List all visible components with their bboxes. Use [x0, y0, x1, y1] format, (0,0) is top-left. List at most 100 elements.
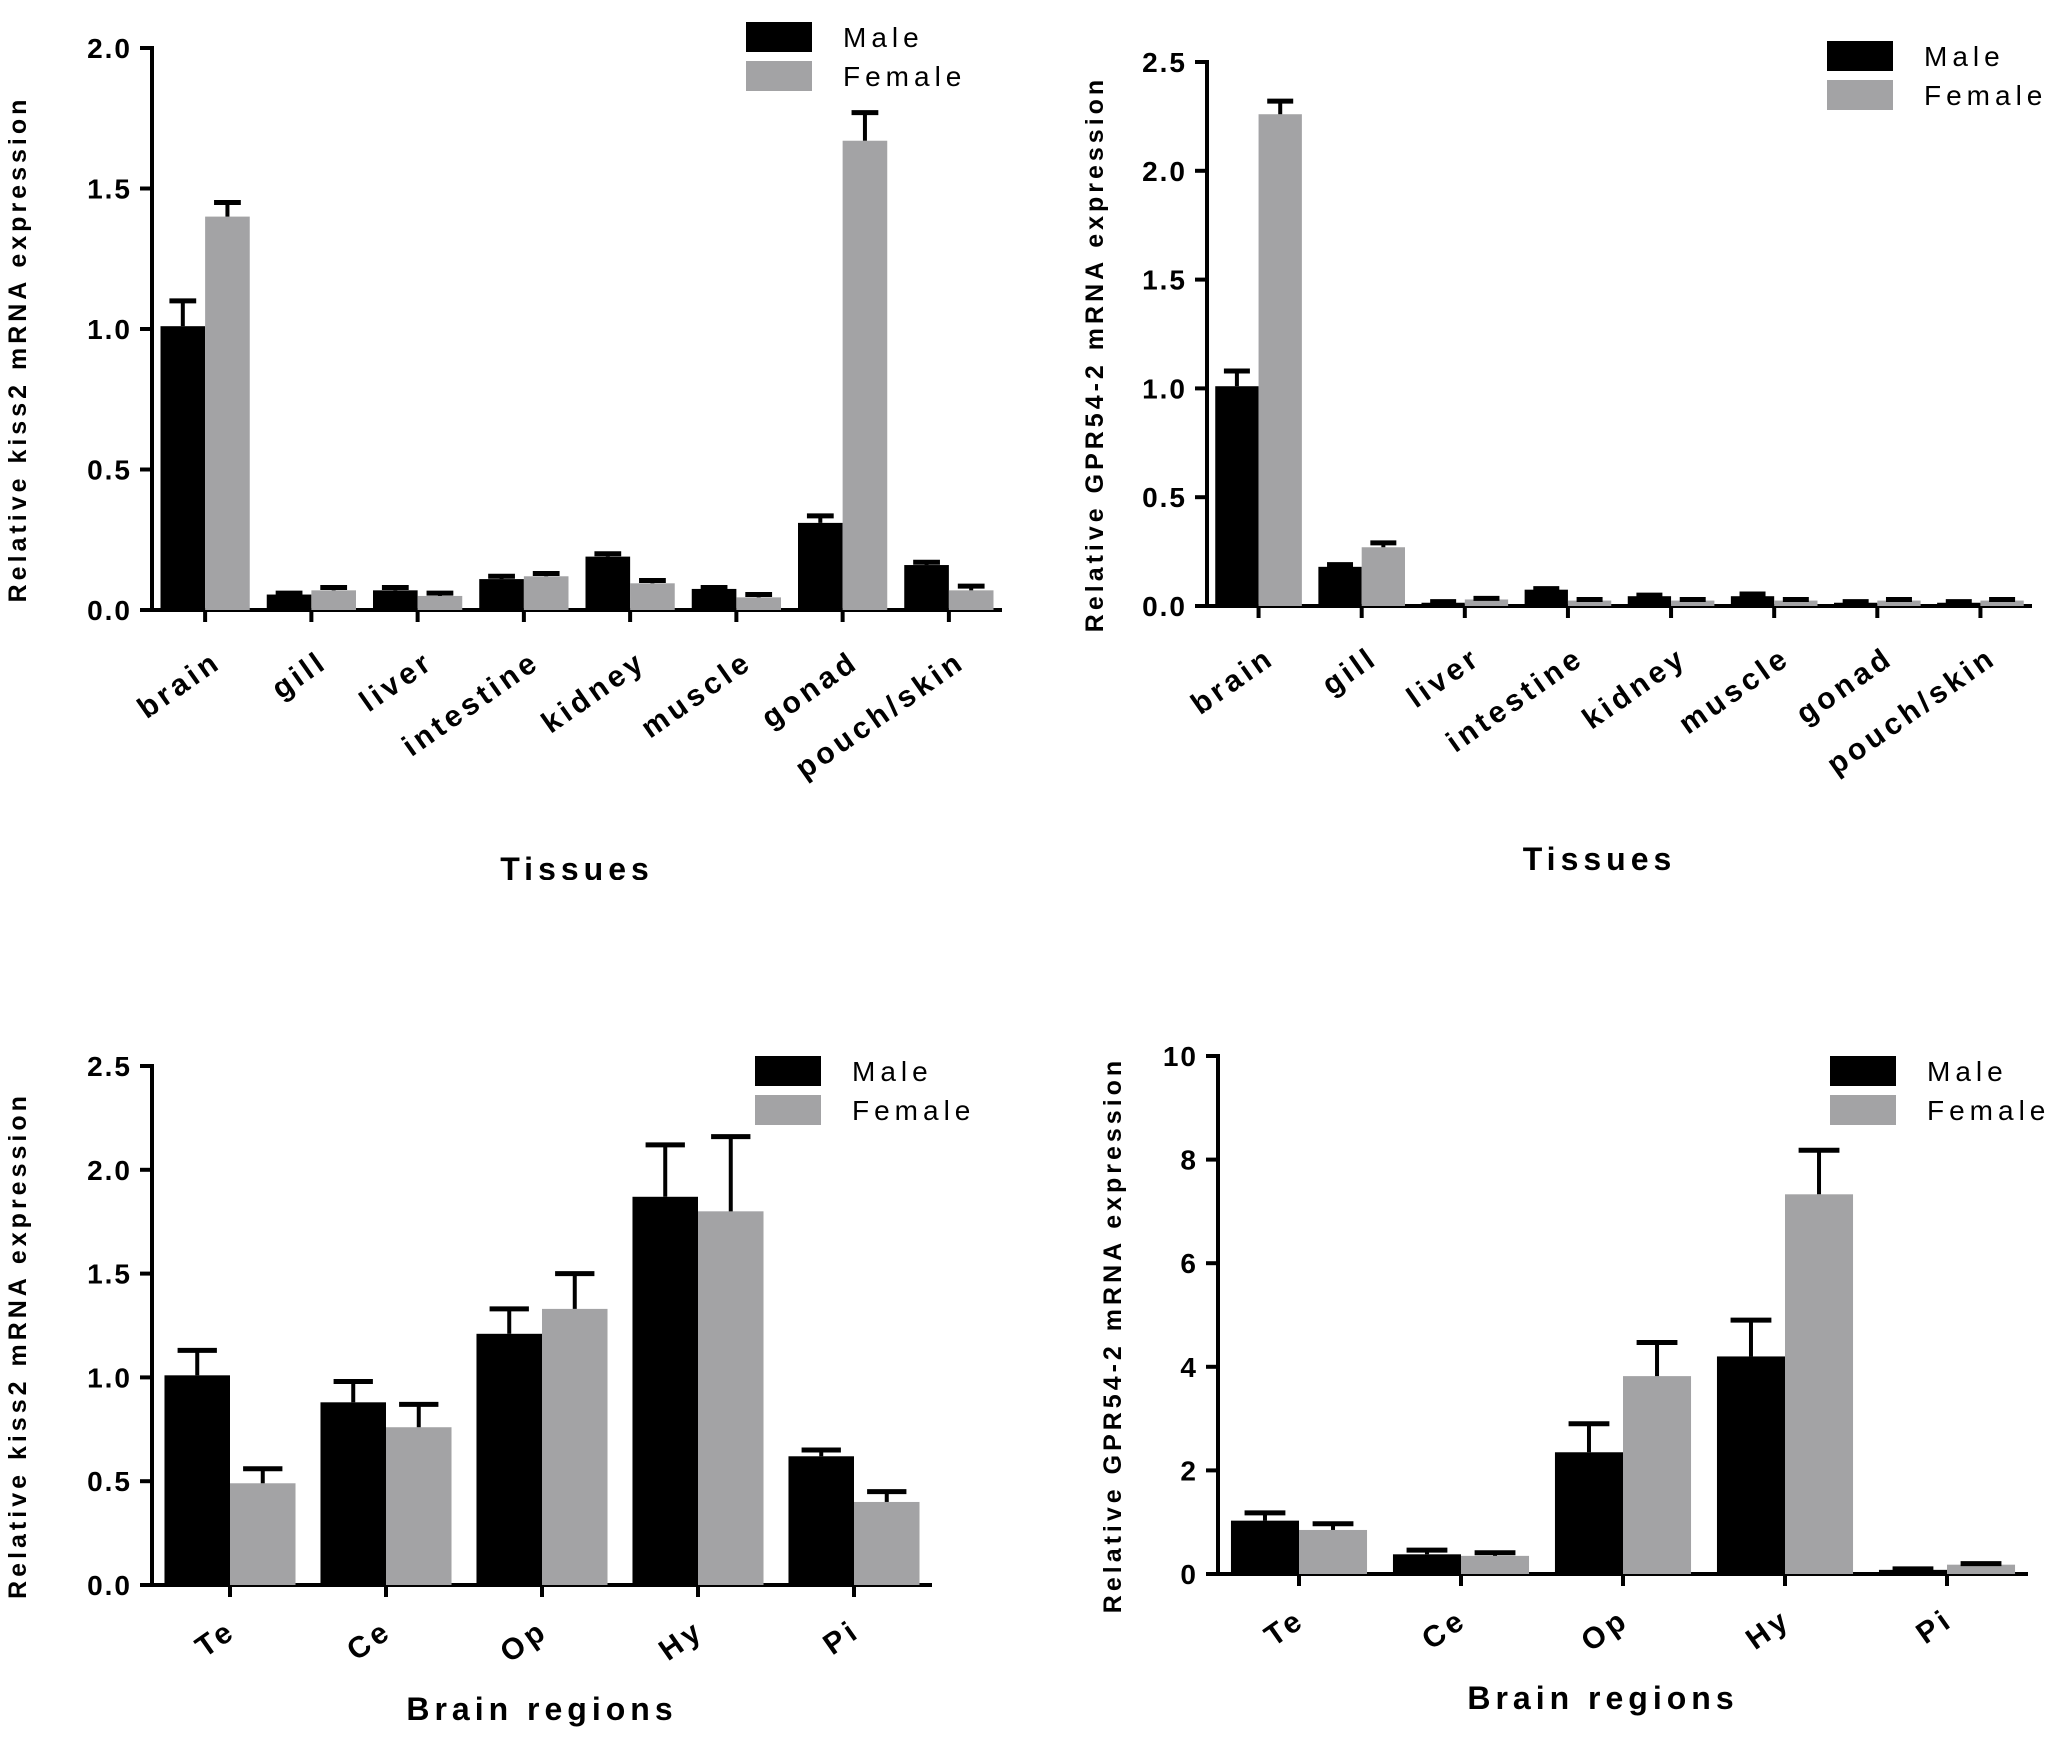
category-label: Pi — [1910, 1603, 1959, 1651]
category-label: liver — [354, 645, 440, 719]
bar-male-hy — [1716, 1356, 1785, 1574]
y-axis-title: Relative kiss2 mRNA expression — [4, 1092, 32, 1599]
bar-female-muscle — [1774, 600, 1818, 606]
bar-female-liver — [417, 595, 463, 610]
legend-label-male: Male — [843, 22, 924, 53]
bar-female-pi — [854, 1501, 920, 1585]
x-axis-title: Tissues — [1523, 841, 1677, 877]
y-tick-label: 2.5 — [87, 1051, 132, 1082]
bar-male-muscle — [1730, 596, 1775, 606]
bar-female-brain — [205, 216, 250, 610]
bar-male-gill — [266, 594, 312, 610]
bar-male-te — [164, 1375, 230, 1585]
bar-female-op — [542, 1308, 608, 1585]
y-tick-label: 1.5 — [1142, 265, 1187, 296]
chart-panel-kiss2-brain-regions: 0.0 0.5 1.0 1.5 2.0 2.5 Te Ce Op Hy Pi Brain region… — [4, 1051, 975, 1727]
bar-male-pi — [788, 1456, 854, 1585]
legend-label-female: Female — [1924, 80, 2045, 111]
y-tick-label: 8 — [1180, 1145, 1198, 1176]
category-label: Hy — [653, 1614, 710, 1668]
bar-male-op — [476, 1333, 542, 1585]
category-label: Op — [494, 1614, 554, 1670]
legend-swatch-male — [746, 22, 812, 52]
bar-female-gonad — [842, 140, 888, 611]
category-label: Pi — [817, 1614, 866, 1662]
category-label: Op — [1575, 1603, 1635, 1659]
bar-male-gonad — [798, 522, 843, 610]
legend-swatch-male — [755, 1056, 821, 1086]
legend-swatch-female — [755, 1095, 821, 1125]
bar-male-brain — [160, 326, 206, 610]
y-tick-label: 4 — [1180, 1352, 1198, 1383]
category-label: liver — [1401, 641, 1487, 715]
category-label: gill — [1316, 641, 1384, 702]
bar-female-pouch-skin — [1980, 600, 2024, 606]
category-label: gill — [266, 645, 334, 706]
bar-female-te — [1299, 1529, 1368, 1574]
bar-female-brain — [1258, 114, 1302, 606]
category-label: kidney — [1577, 641, 1693, 736]
y-axis-title: Relative GPR54-2 mRNA expression — [1081, 76, 1109, 632]
category-label: brain — [1185, 641, 1280, 722]
bar-female-kidney — [1671, 600, 1715, 606]
legend-label-female: Female — [852, 1095, 975, 1126]
bar-female-gill — [311, 590, 356, 610]
bar-female-muscle — [736, 597, 781, 610]
y-tick-label: 2.0 — [1142, 156, 1187, 187]
bar-female-intestine — [1567, 600, 1612, 606]
bar-male-hy — [632, 1196, 698, 1585]
bar-male-gill — [1318, 566, 1362, 606]
bar-female-gill — [1361, 547, 1405, 606]
bar-male-liver — [373, 590, 418, 610]
y-tick-label: 0.0 — [1142, 591, 1187, 622]
bar-male-pouch-skin — [904, 565, 949, 610]
bar-female-gonad — [1877, 600, 1921, 606]
category-label: Hy — [1740, 1603, 1797, 1657]
category-label: muscle — [1673, 641, 1796, 741]
x-axis-title: Brain regions — [1467, 1680, 1738, 1716]
bar-male-pouch-skin — [1937, 602, 1981, 606]
category-label: pouch/skin — [1821, 641, 2002, 782]
bar-male-intestine — [1524, 589, 1568, 606]
category-label: Ce — [341, 1614, 398, 1668]
bar-male-gonad — [1834, 602, 1878, 606]
legend-label-male: Male — [1927, 1056, 2008, 1087]
bar-male-kidney — [1627, 596, 1672, 606]
bar-female-op — [1623, 1376, 1692, 1574]
bar-male-op — [1554, 1452, 1623, 1574]
bar-female-ce — [1461, 1555, 1530, 1574]
chart-panel-gpr54-brain-regions: 0 2 4 6 8 10 Te Ce Op Hy Pi Brain regions Relative G… — [1099, 1041, 2045, 1716]
category-label: muscle — [635, 645, 758, 745]
x-axis-title: Tissues — [500, 851, 654, 880]
y-tick-label: 1.0 — [87, 314, 132, 345]
bar-female-liver — [1464, 599, 1509, 606]
y-tick-label: 2.0 — [87, 1155, 132, 1186]
legend-swatch-male — [1830, 1056, 1896, 1086]
y-tick-label: 2.0 — [87, 33, 132, 64]
legend-swatch-female — [1827, 80, 1893, 110]
legend-swatch-female — [1830, 1095, 1896, 1125]
bar-male-pi — [1878, 1569, 1947, 1574]
y-tick-label: 1.5 — [87, 1259, 132, 1290]
bar-female-te — [230, 1483, 296, 1585]
y-tick-label: 2.5 — [1142, 47, 1187, 78]
x-axis-title: Brain regions — [406, 1691, 677, 1727]
y-axis-title: Relative kiss2 mRNA expression — [4, 96, 32, 603]
bar-male-brain — [1215, 386, 1259, 606]
bar-female-hy — [1785, 1194, 1854, 1574]
bar-female-pi — [1947, 1564, 2016, 1574]
bar-female-intestine — [523, 576, 569, 610]
legend-label-male: Male — [1924, 41, 2005, 72]
bar-female-ce — [386, 1427, 452, 1585]
legend-label-female: Female — [843, 61, 966, 92]
y-tick-label: 10 — [1163, 1041, 1198, 1072]
y-tick-label: 0.5 — [87, 1466, 132, 1497]
category-label: kidney — [536, 645, 652, 740]
bar-male-ce — [320, 1402, 386, 1585]
legend-label-female: Female — [1927, 1095, 2045, 1126]
category-label: Ce — [1416, 1603, 1473, 1657]
bar-male-liver — [1421, 602, 1465, 606]
